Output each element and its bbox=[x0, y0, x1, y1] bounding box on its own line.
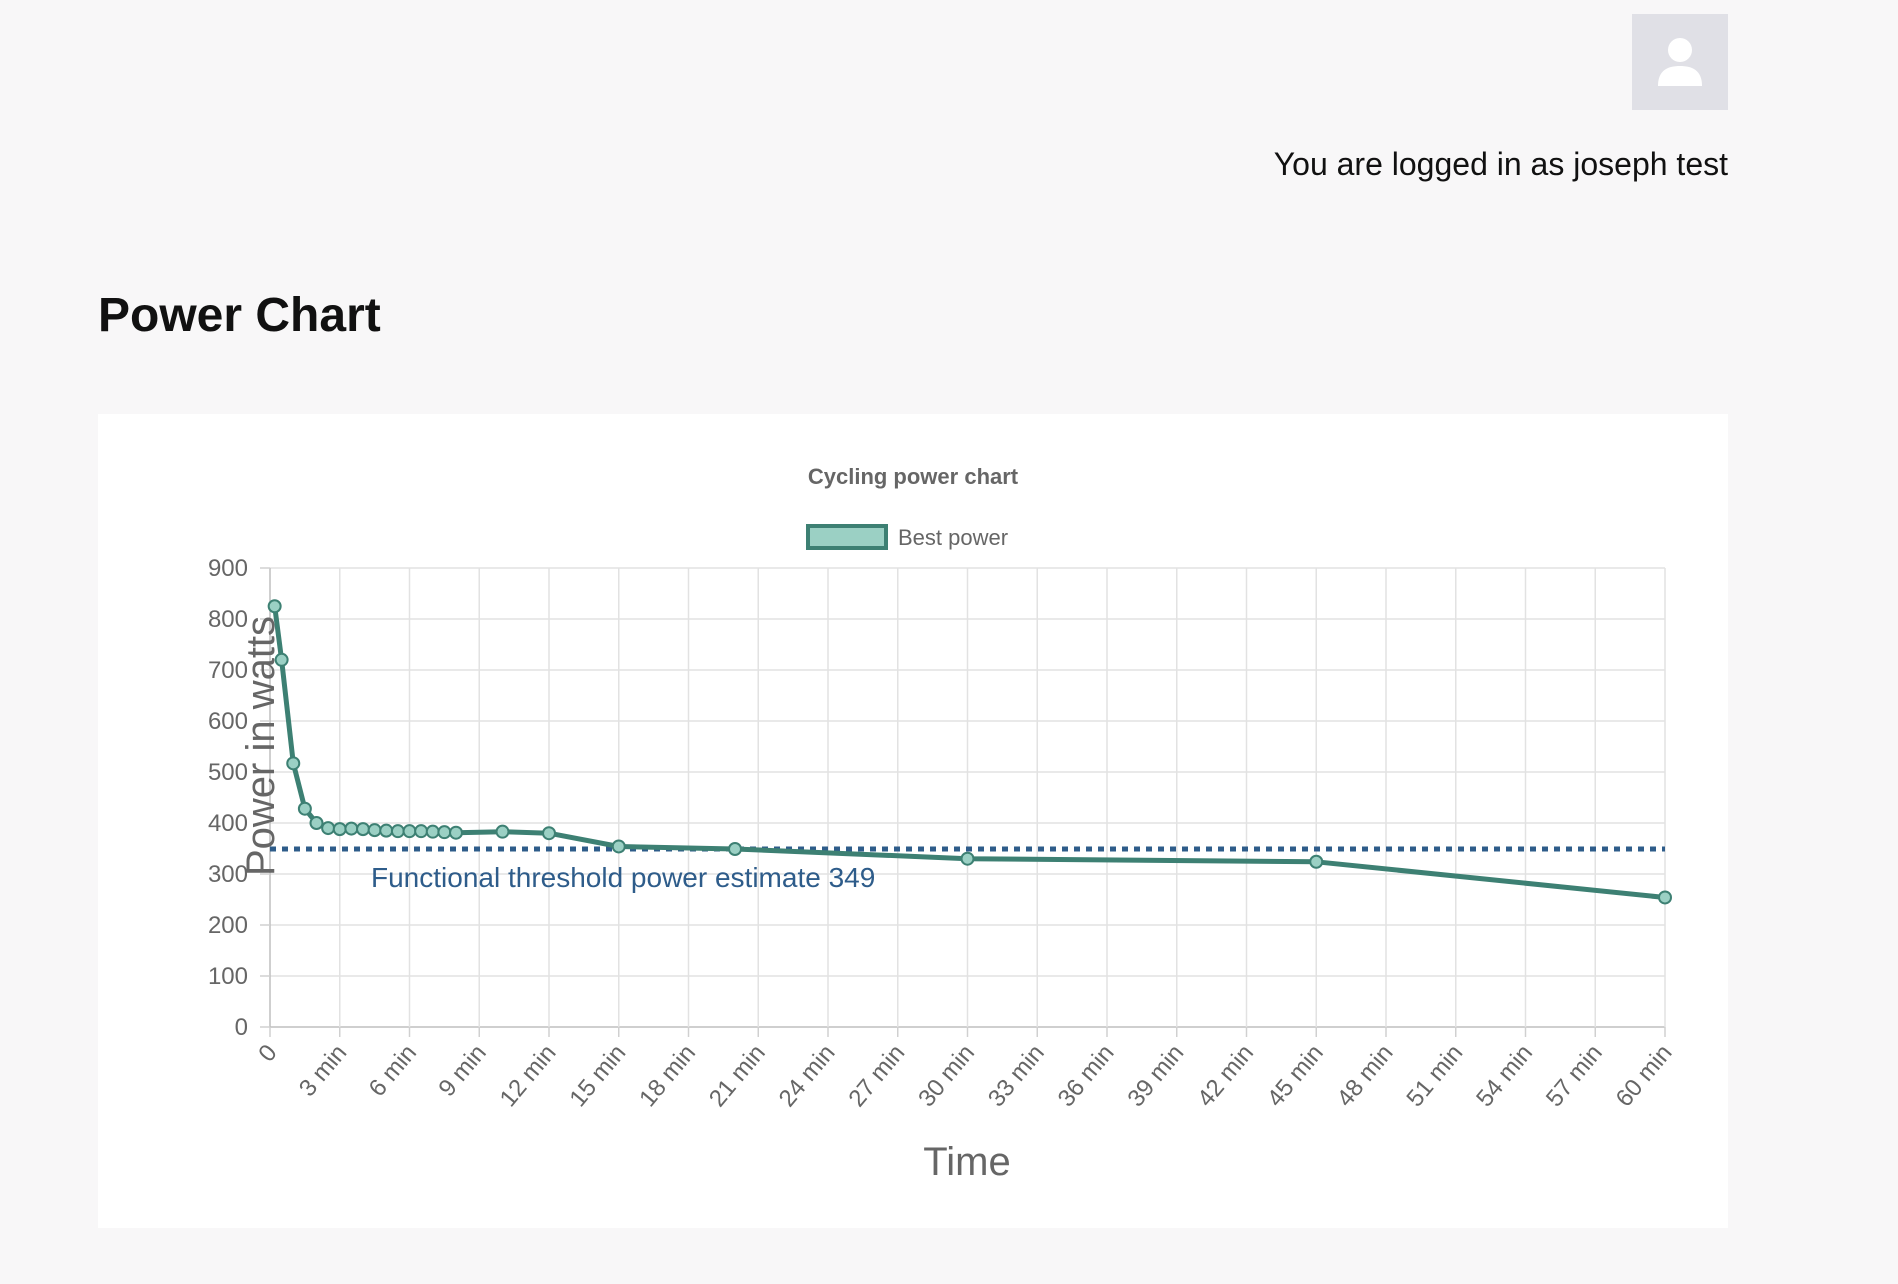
data-point bbox=[402, 824, 417, 839]
y-tick-label: 100 bbox=[208, 963, 248, 990]
legend-label: Best power bbox=[898, 525, 1008, 550]
chart-title: Cycling power chart bbox=[808, 464, 1019, 489]
x-tick-label: 27 min bbox=[843, 1040, 910, 1113]
data-point bbox=[425, 824, 440, 839]
x-tick-label: 9 min bbox=[433, 1040, 491, 1102]
chart-card: 0 100 200 300 400 500 600 700 800 900 0 3 min 6 min 9… bbox=[98, 414, 1728, 1228]
data-point bbox=[437, 825, 452, 840]
y-tick-label: 500 bbox=[208, 759, 248, 786]
chart-grid bbox=[269, 567, 1666, 1028]
x-tick-label: 18 min bbox=[634, 1040, 701, 1113]
y-tick-label: 600 bbox=[208, 708, 248, 735]
series-best-power bbox=[267, 599, 1672, 905]
x-tick-label: 30 min bbox=[913, 1040, 980, 1113]
data-point bbox=[321, 821, 336, 836]
y-tick-label: 800 bbox=[208, 606, 248, 633]
data-point bbox=[356, 822, 370, 837]
x-tick-label: 54 min bbox=[1471, 1040, 1538, 1113]
data-point bbox=[379, 823, 394, 838]
data-point bbox=[286, 756, 301, 771]
x-axis-label: Time bbox=[923, 1140, 1010, 1184]
x-tick-label: 36 min bbox=[1053, 1040, 1120, 1113]
data-point bbox=[309, 816, 324, 830]
x-tick-label: 21 min bbox=[704, 1040, 771, 1113]
data-point bbox=[344, 821, 359, 836]
data-point bbox=[414, 824, 429, 839]
login-status-text: You are logged in as joseph test bbox=[1273, 146, 1728, 182]
x-tick-label: 48 min bbox=[1332, 1040, 1399, 1113]
x-tick-label: 15 min bbox=[564, 1040, 631, 1113]
ftp-annotation: Functional threshold power estimate 349 bbox=[270, 846, 1665, 893]
legend-swatch bbox=[806, 524, 888, 550]
x-tick-label: 6 min bbox=[364, 1040, 422, 1102]
data-point bbox=[542, 826, 556, 841]
y-axis-label: Power in watts bbox=[239, 616, 283, 876]
y-tick-label: 0 bbox=[235, 1014, 248, 1041]
data-point bbox=[367, 823, 382, 838]
data-point bbox=[267, 599, 282, 614]
x-tick-label: 51 min bbox=[1401, 1040, 1468, 1113]
page-title: Power Chart bbox=[98, 289, 381, 342]
data-point bbox=[332, 822, 347, 837]
data-point bbox=[495, 824, 510, 839]
power-chart: 0 100 200 300 400 500 600 700 800 900 0 3 min 6 min 9… bbox=[208, 464, 1678, 1184]
x-tick-label: 33 min bbox=[983, 1040, 1050, 1113]
data-point bbox=[390, 824, 405, 839]
y-tick-label: 400 bbox=[208, 810, 248, 837]
x-tick-label: 0 bbox=[253, 1040, 282, 1068]
legend[interactable]: Best power bbox=[806, 524, 1008, 550]
data-point bbox=[1658, 890, 1672, 905]
avatar[interactable] bbox=[1632, 14, 1728, 110]
data-point bbox=[728, 842, 742, 857]
data-point bbox=[611, 839, 626, 854]
y-tick-label: 700 bbox=[208, 657, 248, 684]
x-tick-label: 12 min bbox=[495, 1040, 562, 1113]
data-point bbox=[297, 801, 312, 816]
data-point bbox=[1309, 854, 1324, 869]
data-point bbox=[449, 825, 463, 840]
x-tick-label: 57 min bbox=[1541, 1040, 1608, 1113]
ftp-threshold-label: Functional threshold power estimate 349 bbox=[371, 862, 875, 893]
y-tick-label: 300 bbox=[208, 861, 248, 888]
x-tick-label: 45 min bbox=[1262, 1040, 1329, 1113]
x-tick-label: 39 min bbox=[1122, 1040, 1189, 1113]
x-tick-label: 3 min bbox=[294, 1040, 352, 1102]
x-tick-label: 42 min bbox=[1192, 1040, 1259, 1113]
y-tick-label: 900 bbox=[208, 555, 248, 582]
x-tick-label: 24 min bbox=[774, 1040, 841, 1113]
data-point bbox=[960, 851, 975, 866]
x-tick-label: 60 min bbox=[1611, 1040, 1678, 1113]
user-avatar-icon bbox=[1658, 38, 1702, 86]
y-tick-label: 200 bbox=[208, 912, 248, 939]
data-point bbox=[274, 652, 289, 667]
